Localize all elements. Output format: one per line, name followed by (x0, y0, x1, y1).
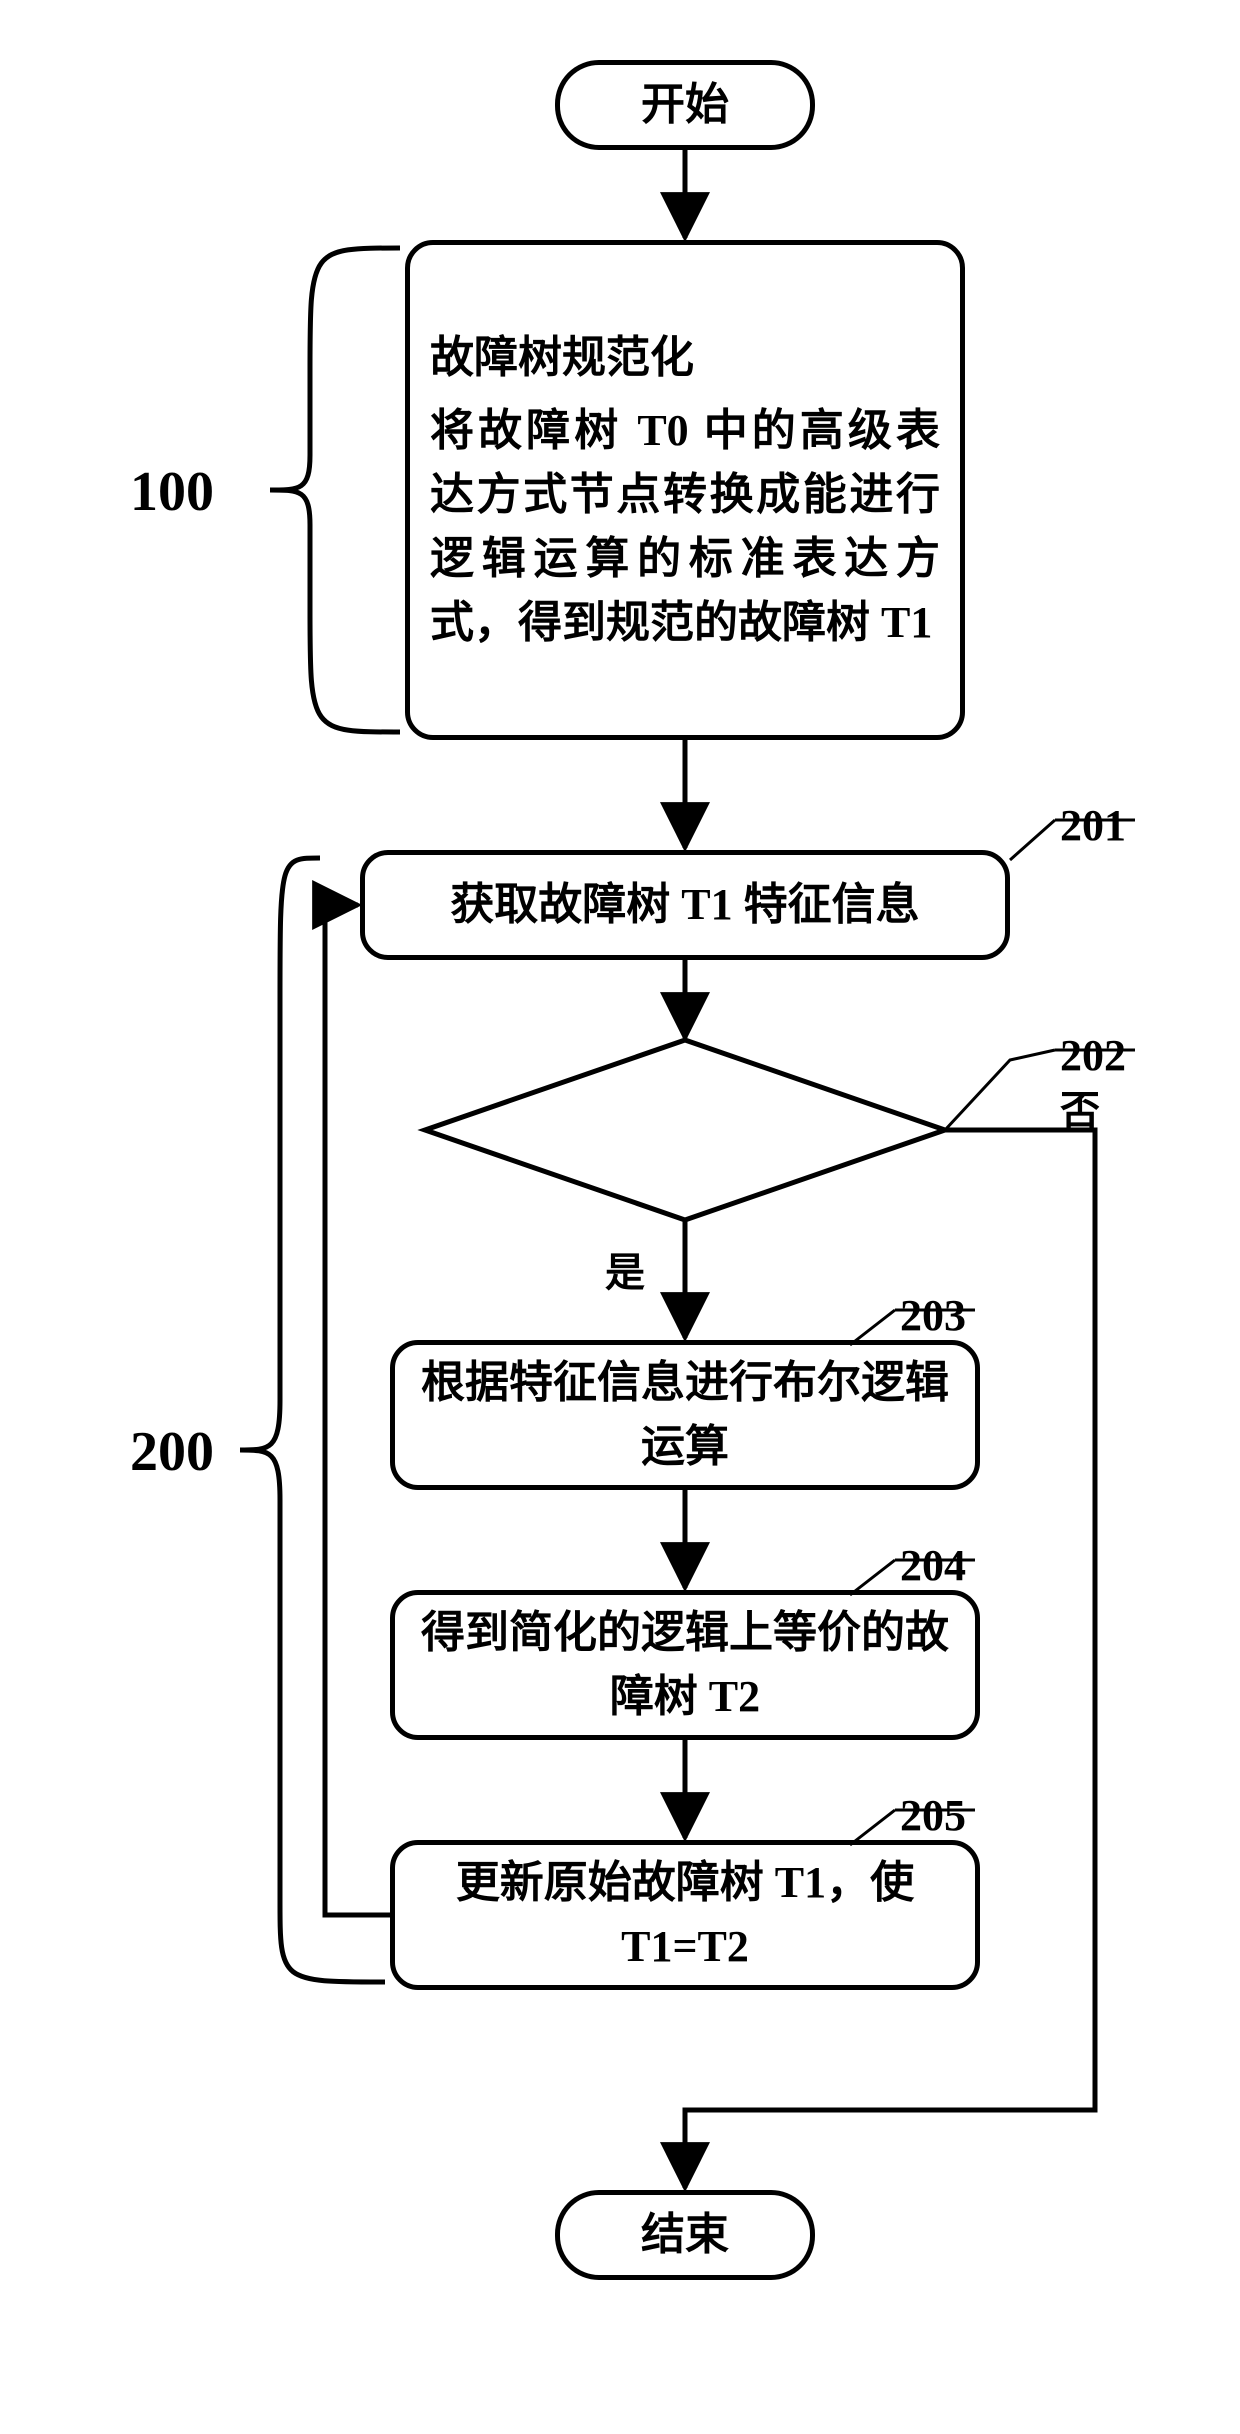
callout-201: 201 (1060, 800, 1126, 851)
decision-no-label: 否 (1060, 1078, 1100, 1136)
start-node: 开始 (555, 60, 815, 150)
callout-204: 204 (900, 1540, 966, 1591)
step-205-text: 更新原始故障树 T1，使 T1=T2 (456, 1851, 914, 1979)
decision-202-text: 是否能简化 (540, 1108, 830, 1172)
step-100-body: 将故障树 T0 中的高级表达方式节点转换成能进行逻辑运算的标准表达方式，得到规范… (430, 406, 940, 646)
end-label: 结束 (641, 2203, 729, 2267)
end-node: 结束 (555, 2190, 815, 2280)
brace-100-label: 100 (130, 460, 214, 524)
step-100-title: 故障树规范化 (430, 333, 694, 382)
step-203: 根据特征信息进行布尔逻辑运算 (390, 1340, 980, 1490)
step-201: 获取故障树 T1 特征信息 (360, 850, 1010, 960)
step-204: 得到简化的逻辑上等价的故障树 T2 (390, 1590, 980, 1740)
callout-202: 202 (1060, 1030, 1126, 1081)
brace-200-label: 200 (130, 1420, 214, 1484)
step-203-text: 根据特征信息进行布尔逻辑运算 (415, 1351, 955, 1479)
callout-203: 203 (900, 1290, 966, 1341)
step-201-text: 获取故障树 T1 特征信息 (450, 873, 919, 937)
step-100: 故障树规范化 将故障树 T0 中的高级表达方式节点转换成能进行逻辑运算的标准表达… (405, 240, 965, 740)
step-204-text: 得到简化的逻辑上等价的故障树 T2 (415, 1601, 955, 1729)
step-205: 更新原始故障树 T1，使 T1=T2 (390, 1840, 980, 1990)
decision-yes-label: 是 (605, 1240, 645, 1298)
start-label: 开始 (641, 73, 729, 137)
callout-205: 205 (900, 1790, 966, 1841)
flowchart-canvas: 开始 故障树规范化 将故障树 T0 中的高级表达方式节点转换成能进行逻辑运算的标… (0, 0, 1240, 2434)
